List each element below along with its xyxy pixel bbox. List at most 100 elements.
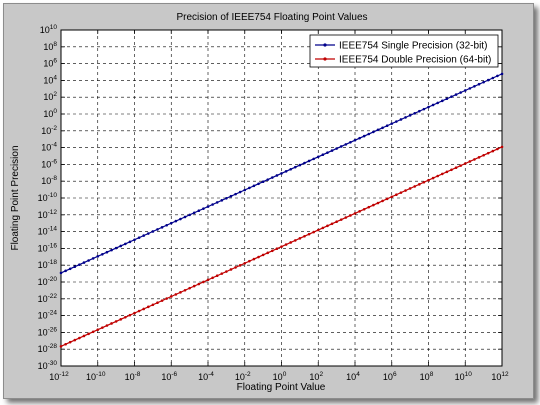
y-tick-label: 10-12 — [38, 209, 58, 220]
data-point — [220, 272, 224, 275]
data-point — [500, 145, 504, 149]
data-point — [243, 261, 247, 265]
data-point — [124, 242, 127, 246]
data-point — [381, 199, 384, 203]
x-tick-label: 106 — [383, 371, 397, 382]
y-axis-title: Floating Point Precision — [10, 145, 21, 250]
data-point — [358, 136, 361, 140]
data-point — [211, 203, 214, 206]
data-point — [496, 74, 499, 78]
data-point — [358, 210, 361, 213]
legend-marker — [323, 57, 327, 61]
data-point — [101, 252, 104, 256]
x-axis-title: Floating Point Value — [237, 382, 326, 393]
data-point — [174, 293, 178, 296]
data-point — [124, 315, 127, 319]
data-point — [151, 230, 155, 233]
data-point — [450, 95, 453, 98]
data-point — [486, 78, 490, 82]
data-point — [234, 266, 237, 269]
axis-ticks: 10-12 10-10 10-8 10-6 10-4 10-2 100 102 104 106 10… — [38, 24, 509, 382]
data-point — [238, 190, 242, 194]
y-tick-label: 1010 — [40, 24, 58, 35]
x-tick-label: 10-6 — [161, 371, 177, 382]
data-point — [192, 211, 196, 215]
y-tick-label: 106 — [43, 58, 57, 69]
data-point — [427, 178, 430, 182]
x-tick-label: 100 — [273, 371, 287, 382]
data-point — [165, 223, 168, 227]
data-point — [160, 226, 164, 229]
data-point — [491, 149, 495, 153]
data-point — [183, 215, 187, 219]
legend-marker — [323, 43, 327, 47]
data-point — [390, 195, 394, 199]
y-tick-label: 10-26 — [38, 326, 58, 337]
data-point — [114, 320, 118, 323]
figure-window: Precision of IEEE754 Floating Point Valu… — [3, 3, 534, 399]
data-point — [307, 232, 311, 236]
legend-label: IEEE754 Single Precision (32-bit) — [339, 41, 487, 52]
data-point — [110, 248, 113, 252]
data-point — [367, 205, 371, 209]
data-point — [284, 170, 288, 173]
data-point — [307, 159, 311, 163]
data-point — [330, 149, 334, 152]
data-point — [156, 301, 159, 305]
data-point — [349, 214, 352, 217]
data-point — [418, 183, 421, 186]
data-point — [303, 234, 306, 238]
data-point — [477, 156, 481, 159]
data-point — [330, 222, 334, 226]
data-point — [395, 120, 398, 123]
precision-chart: Precision of IEEE754 Floating Point Valu… — [10, 12, 509, 393]
data-point — [344, 216, 348, 219]
data-point — [298, 163, 302, 167]
data-point — [284, 243, 288, 246]
data-point — [482, 80, 485, 84]
x-tick-label: 10-2 — [235, 371, 251, 382]
data-point — [165, 297, 168, 300]
data-point — [326, 151, 329, 154]
data-point — [188, 286, 191, 290]
data-point — [408, 187, 412, 190]
data-point — [404, 116, 407, 119]
data-point — [192, 284, 196, 288]
data-point — [206, 205, 210, 208]
data-point — [82, 261, 86, 264]
data-point — [473, 85, 476, 88]
data-point — [459, 164, 462, 167]
data-point — [321, 226, 325, 230]
data-point — [68, 340, 72, 344]
data-point — [454, 166, 458, 170]
series-2 — [59, 145, 504, 348]
data-point — [119, 244, 123, 248]
data-point — [59, 345, 63, 348]
data-point — [440, 99, 444, 103]
data-point — [202, 207, 205, 210]
legend-label: IEEE754 Double Precision (64-bit) — [339, 55, 491, 66]
data-point — [312, 230, 315, 234]
data-point — [229, 194, 233, 198]
data-point — [156, 228, 159, 231]
data-point — [68, 267, 72, 271]
data-point — [142, 234, 145, 237]
data-point — [137, 309, 141, 313]
data-point — [59, 271, 63, 275]
x-tick-label: 108 — [420, 371, 434, 382]
data-point — [257, 255, 260, 259]
y-tick-label: 100 — [43, 108, 57, 119]
data-point — [381, 126, 384, 130]
data-point — [482, 153, 485, 157]
data-point — [197, 209, 201, 213]
x-tick-label: 104 — [346, 371, 360, 382]
data-point — [427, 105, 430, 109]
data-point — [275, 247, 279, 251]
data-point — [496, 147, 499, 151]
data-point — [87, 259, 90, 262]
data-point — [133, 238, 136, 242]
data-point — [321, 153, 325, 157]
data-point — [390, 122, 394, 125]
data-point — [372, 130, 375, 134]
x-tick-label: 10-10 — [86, 371, 106, 382]
